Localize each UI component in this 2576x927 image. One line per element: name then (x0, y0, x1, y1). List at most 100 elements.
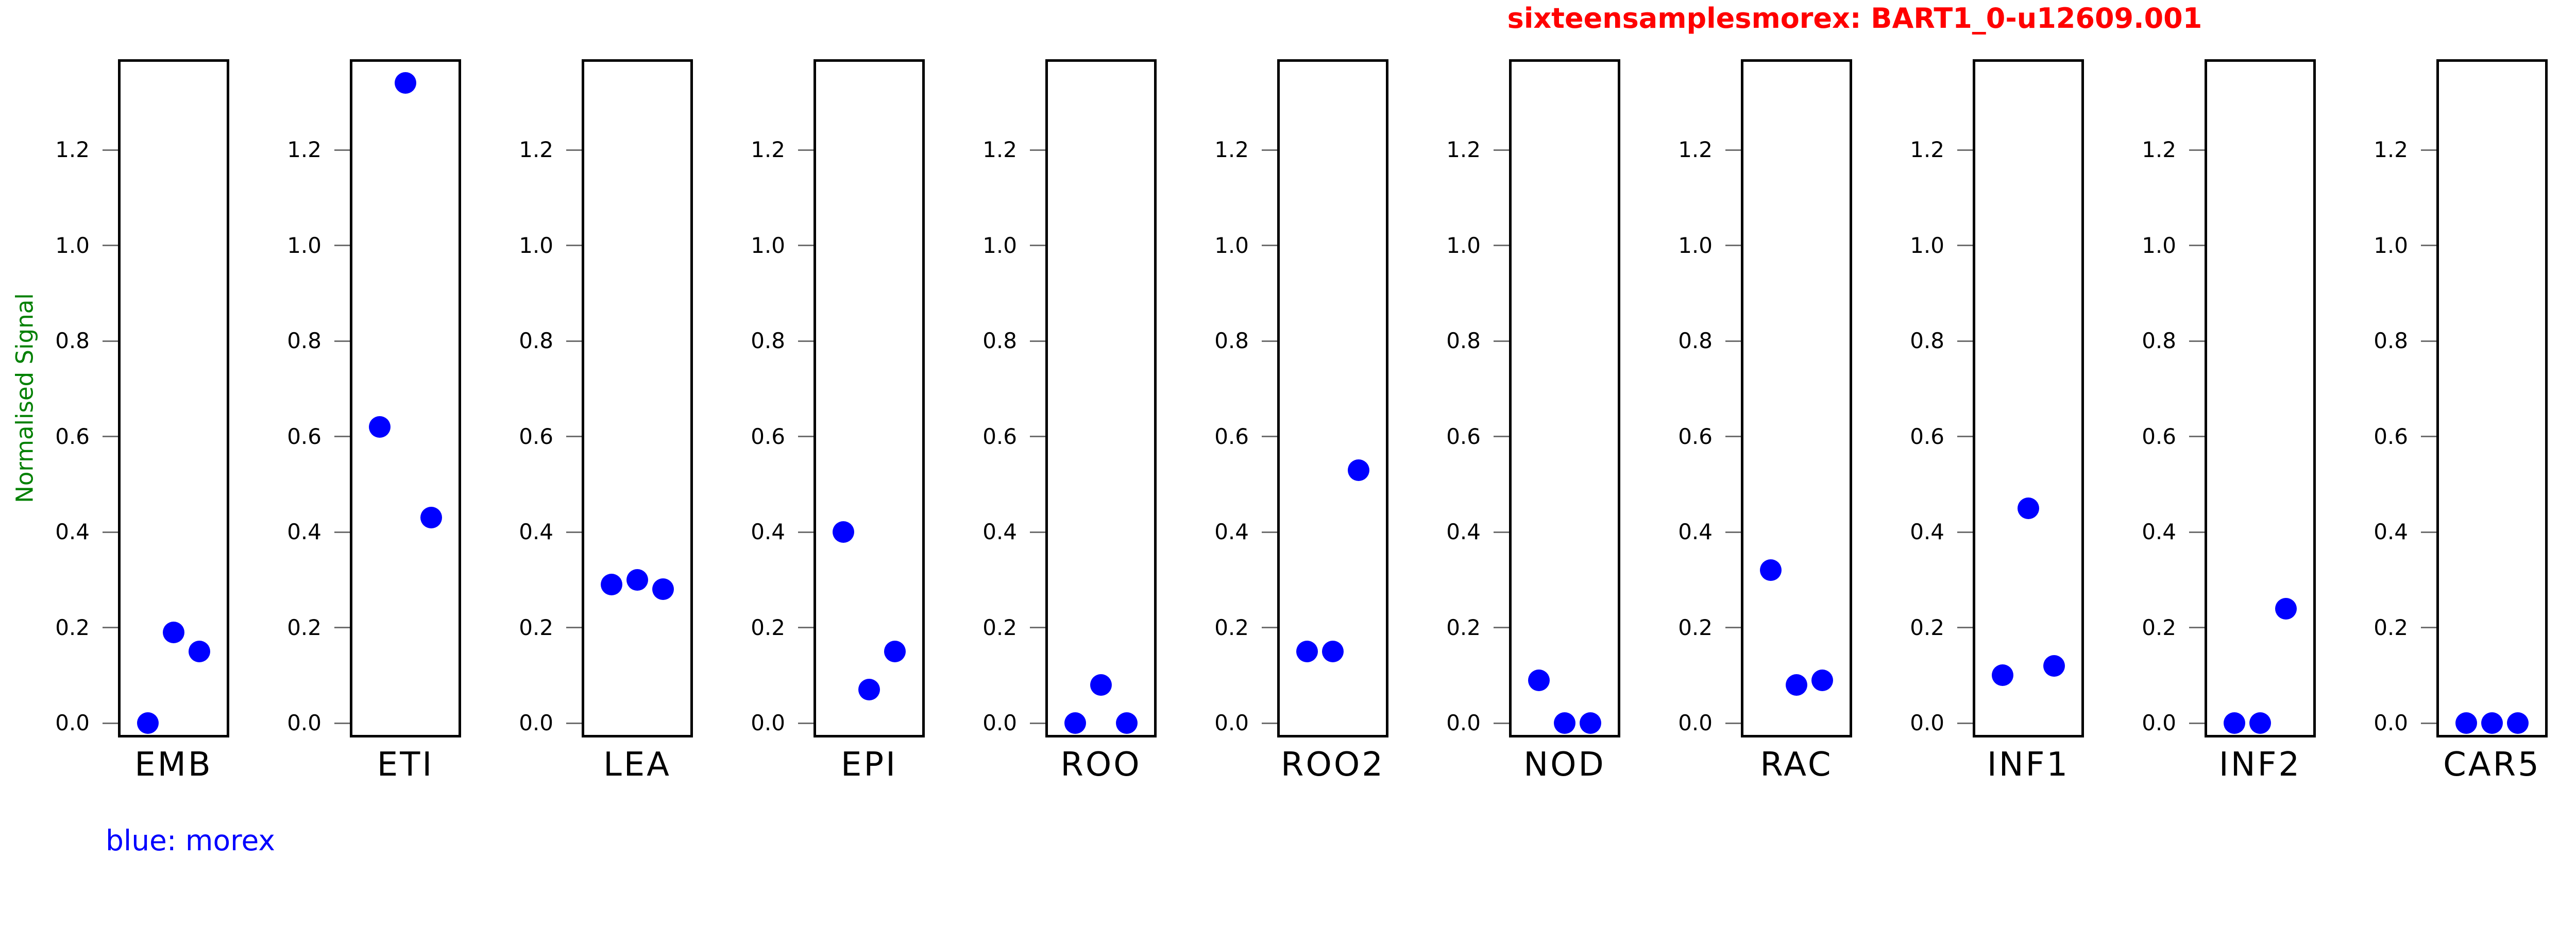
y-tick-label: 0.8 (1446, 328, 1481, 354)
y-tick-mark (1030, 627, 1045, 629)
y-tick-label: 1.2 (519, 137, 553, 163)
y-tick-mark (1957, 149, 1973, 151)
y-tick-label: 0.6 (2142, 423, 2176, 449)
data-point (395, 72, 416, 94)
sample-label: ROO2 (1281, 746, 1385, 784)
y-tick-mark (103, 245, 118, 247)
y-tick-label: 0.4 (2374, 519, 2408, 545)
y-tick-mark (334, 340, 350, 342)
y-tick-mark (334, 245, 350, 247)
data-point (1528, 669, 1550, 691)
sample-label: RAC (1760, 746, 1833, 784)
data-point (1579, 712, 1601, 734)
y-tick-mark (1725, 245, 1741, 247)
data-point (2018, 497, 2039, 519)
y-tick-label: 1.0 (1214, 232, 1249, 258)
data-point (1992, 664, 2014, 686)
y-tick-mark (2421, 340, 2436, 342)
y-tick-label: 0.2 (1678, 614, 1713, 640)
subplot-rac: RAC 0.0 0.2 0.4 0.6 0.8 1.0 1.2 (1623, 0, 1855, 927)
plot-box (1973, 59, 2084, 737)
y-tick-label: 1.2 (55, 137, 90, 163)
y-tick-mark (1262, 245, 1277, 247)
y-tick-label: 0.8 (1678, 328, 1713, 354)
y-tick-label: 0.6 (1214, 423, 1249, 449)
y-tick-label: 0.0 (1678, 710, 1713, 736)
data-point (1115, 712, 1138, 734)
subplot-roo2: ROO2 0.0 0.2 0.4 0.6 0.8 1.0 1.2 (1159, 0, 1391, 927)
data-point (2455, 712, 2478, 734)
y-tick-mark (103, 531, 118, 533)
y-tick-mark (1725, 149, 1741, 151)
y-tick-mark (1262, 627, 1277, 629)
y-tick-mark (566, 531, 582, 533)
data-point (1064, 712, 1087, 734)
data-point (1322, 641, 1344, 663)
y-tick-mark (1957, 245, 1973, 247)
data-point (626, 569, 648, 591)
y-tick-mark (1725, 531, 1741, 533)
y-tick-mark (103, 627, 118, 629)
y-tick-mark (1030, 436, 1045, 438)
data-point (188, 641, 210, 663)
y-tick-label: 0.0 (519, 710, 553, 736)
y-tick-label: 0.2 (982, 614, 1017, 640)
y-tick-label: 1.0 (2555, 233, 2576, 258)
data-point (137, 712, 159, 734)
y-tick-mark (103, 436, 118, 438)
sample-label: ROO (1060, 746, 1142, 784)
y-tick-mark (2189, 436, 2205, 438)
y-tick-mark (2421, 436, 2436, 438)
y-tick-label: 0.8 (1214, 328, 1249, 354)
y-tick-mark (334, 149, 350, 151)
y-tick-mark (2421, 245, 2436, 247)
plot-box (1045, 59, 1157, 737)
sample-label: NOD (1523, 746, 1606, 784)
plot-box (582, 59, 693, 737)
y-tick-label: 0.4 (982, 519, 1017, 545)
sample-label: ETI (377, 746, 434, 784)
y-tick-mark (798, 722, 814, 724)
y-tick-label: 0.0 (1446, 710, 1481, 736)
y-tick-mark (103, 149, 118, 151)
y-tick-mark (2189, 149, 2205, 151)
y-tick-mark (1725, 627, 1741, 629)
data-point (2043, 655, 2065, 677)
y-tick-mark (1725, 340, 1741, 342)
subplot-car15: CAR15 0.00.20.40.60.81.01.2 (2550, 0, 2576, 927)
y-tick-label: 0.4 (1446, 519, 1481, 545)
y-tick-label: 1.2 (982, 137, 1017, 163)
y-tick-mark (2189, 245, 2205, 247)
sample-label: INF2 (2218, 746, 2302, 784)
y-tick-label: 0.4 (2555, 520, 2576, 544)
y-tick-mark (1494, 627, 1509, 629)
y-tick-label: 0.6 (1910, 423, 1944, 449)
y-tick-mark (798, 627, 814, 629)
y-tick-label: 0.0 (55, 710, 90, 736)
y-tick-label: 0.8 (2142, 328, 2176, 354)
y-tick-label: 1.0 (1910, 232, 1944, 258)
y-tick-mark (1725, 436, 1741, 438)
y-tick-label: 0.4 (55, 519, 90, 545)
subplot-emb: EMB 0.0 0.2 0.4 0.6 0.8 1.0 1.2 (0, 0, 232, 927)
y-tick-label: 0.4 (1910, 519, 1944, 545)
y-tick-label: 0.0 (2374, 710, 2408, 736)
y-tick-label: 0.0 (2555, 711, 2576, 735)
y-tick-mark (1030, 149, 1045, 151)
y-tick-mark (798, 149, 814, 151)
y-tick-label: 1.0 (55, 232, 90, 258)
y-tick-label: 0.6 (1678, 423, 1713, 449)
data-point (163, 621, 184, 643)
y-tick-label: 1.2 (287, 137, 321, 163)
y-tick-label: 0.4 (1214, 519, 1249, 545)
y-tick-label: 0.8 (751, 328, 785, 354)
subplot-inf2: INF2 0.0 0.2 0.4 0.6 0.8 1.0 1.2 (2087, 0, 2318, 927)
y-tick-mark (1494, 436, 1509, 438)
y-tick-mark (103, 722, 118, 724)
y-tick-mark (2421, 627, 2436, 629)
y-tick-label: 0.2 (1214, 614, 1249, 640)
y-tick-label: 0.2 (2555, 615, 2576, 640)
y-tick-label: 0.4 (751, 519, 785, 545)
y-tick-label: 0.2 (2142, 614, 2176, 640)
y-tick-mark (566, 722, 582, 724)
